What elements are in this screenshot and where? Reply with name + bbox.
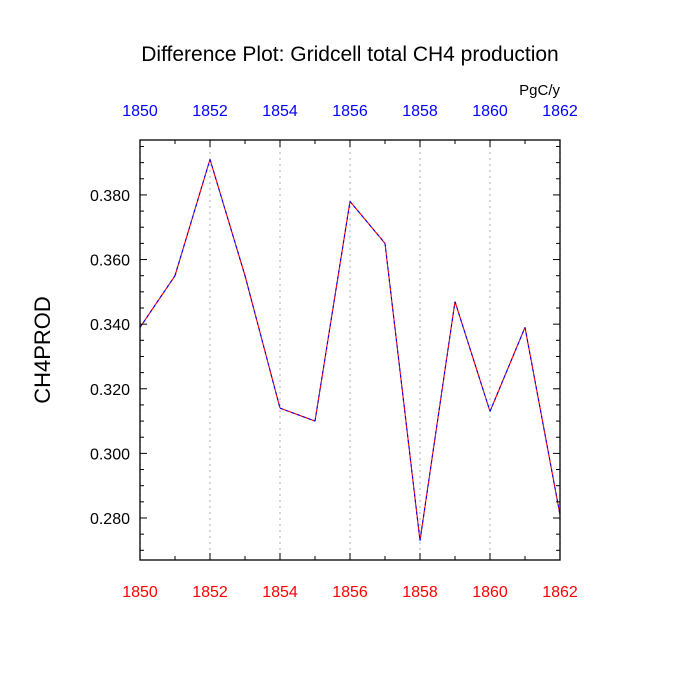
units-label: PgC/y — [519, 82, 560, 99]
series-segment — [489, 327, 526, 412]
y-axis-label: CH4PROD — [30, 296, 55, 404]
label-layer: 1850 1850 1852 1852 1854 1854 1856 1856 1858 1858… — [90, 103, 578, 601]
series-segment — [349, 201, 386, 244]
series-segment-dashed — [244, 275, 281, 409]
x-tick-label-bottom: 1852 — [192, 584, 228, 601]
x-tick-label-top: 1860 — [472, 103, 508, 120]
x-tick-label-top: 1854 — [262, 103, 298, 120]
y-tick-label: 0.320 — [90, 382, 130, 399]
x-tick-label-top: 1852 — [192, 103, 228, 120]
x-tick-label-bottom: 1850 — [122, 584, 158, 601]
series-segment-dashed — [174, 159, 211, 276]
y-tick-label: 0.340 — [90, 317, 130, 334]
y-tick-label: 0.380 — [90, 188, 130, 205]
series-segment-dashed — [524, 327, 561, 515]
series-segment-dashed — [139, 275, 176, 328]
x-tick-label-bottom: 1860 — [472, 584, 508, 601]
plot-frame — [139, 139, 561, 561]
y-tick-label: 0.300 — [90, 446, 130, 463]
x-tick-label-top: 1858 — [402, 103, 438, 120]
x-tick-label-bottom: 1854 — [262, 584, 298, 601]
x-tick-label-bottom: 1858 — [402, 584, 438, 601]
x-tick-label-top: 1856 — [332, 103, 368, 120]
series-segment-dashed — [454, 301, 491, 412]
x-tick-label-bottom: 1856 — [332, 584, 368, 601]
series-segment-dashed — [314, 201, 351, 422]
series-segment-dashed — [384, 243, 421, 541]
series-segment-dashed — [279, 407, 316, 422]
x-tick-label-bottom: 1862 — [542, 584, 578, 601]
y-tick-label: 0.280 — [90, 511, 130, 528]
series-layer — [139, 159, 561, 541]
series-segment-dashed — [209, 159, 246, 276]
y-tick-label: 0.360 — [90, 253, 130, 270]
series-segment-dashed — [419, 301, 456, 541]
x-tick-label-top: 1850 — [122, 103, 158, 120]
chart-title: Difference Plot: Gridcell total CH4 prod… — [141, 43, 558, 66]
x-tick-label-top: 1862 — [542, 103, 578, 120]
